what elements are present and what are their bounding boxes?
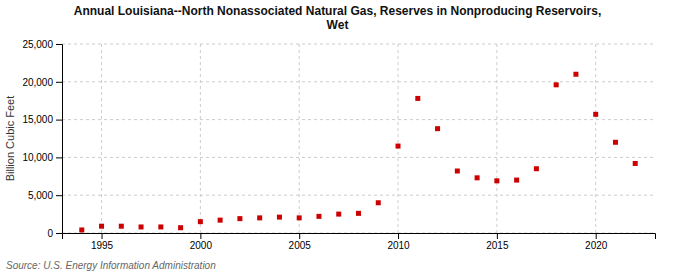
axis-line <box>56 45 63 234</box>
point <box>218 218 223 223</box>
grid-line-x <box>299 44 300 233</box>
x-tick-mark <box>102 233 103 239</box>
x-tick: 1995 <box>91 233 114 251</box>
x-tick-label: 2005 <box>289 240 312 251</box>
grid-line-y <box>62 195 655 196</box>
x-tick: 2015 <box>486 233 509 251</box>
grid <box>62 44 655 233</box>
y-tick: 25,000 <box>22 39 62 50</box>
point <box>534 166 539 171</box>
x-tick-label: 2015 <box>486 240 509 251</box>
y-tick: 0 <box>47 228 62 239</box>
grid-line-y <box>62 81 655 82</box>
x-tick-mark <box>299 233 300 239</box>
grid-line-x <box>595 44 596 233</box>
points <box>79 72 637 233</box>
axis-line <box>63 234 656 240</box>
x-tick: 2010 <box>387 233 410 251</box>
y-tick-label: 5,000 <box>28 190 53 201</box>
x-tick: 2005 <box>289 233 312 251</box>
plot: 1995 2000 2005 2010 2015 2020 0 5,000 10,000 15,0… <box>22 39 655 251</box>
grid-line-x <box>398 44 399 233</box>
grid-line-x <box>200 44 201 233</box>
point <box>237 216 242 221</box>
x-tick-mark <box>497 233 498 239</box>
grid-line-x <box>496 44 497 233</box>
y-axis: 0 5,000 10,000 15,000 20,000 25,000 <box>22 39 62 239</box>
point <box>593 112 598 117</box>
title-line: Annual Louisiana--North Nonassociated Na… <box>74 4 601 18</box>
y-tick-mark <box>56 195 62 196</box>
y-axis-label: Billion Cubic Feet <box>4 96 16 182</box>
y-tick-mark <box>56 44 62 45</box>
point <box>99 224 104 229</box>
point <box>198 219 203 224</box>
y-tick-label: 10,000 <box>22 152 53 163</box>
point <box>356 211 361 216</box>
x-tick-mark <box>596 233 597 239</box>
point <box>257 215 262 220</box>
point <box>316 214 321 219</box>
x-tick-mark <box>200 233 201 239</box>
point <box>79 227 84 232</box>
grid-line-y <box>62 157 655 158</box>
point <box>119 224 124 229</box>
x-tick-label: 2020 <box>585 240 608 251</box>
x-tick-label: 2000 <box>190 240 213 251</box>
y-tick: 5,000 <box>28 190 62 201</box>
point <box>573 72 578 77</box>
y-tick-label: 0 <box>47 228 53 239</box>
y-tick-mark <box>56 233 62 234</box>
point <box>455 169 460 174</box>
point <box>297 215 302 220</box>
point <box>376 200 381 205</box>
x-tick-label: 1995 <box>91 240 114 251</box>
grid-line-y <box>62 44 655 45</box>
y-tick-mark <box>56 157 62 158</box>
y-tick: 15,000 <box>22 114 62 125</box>
x-axis: 1995 2000 2005 2010 2015 2020 <box>63 233 656 251</box>
grid-line-x <box>101 44 102 233</box>
y-tick: 10,000 <box>22 152 62 163</box>
point <box>277 215 282 220</box>
x-tick-label: 2010 <box>387 240 410 251</box>
grid-line-y <box>62 119 655 120</box>
point <box>396 144 401 149</box>
point <box>415 96 420 101</box>
point <box>336 212 341 217</box>
y-tick-mark <box>56 82 62 83</box>
point <box>139 224 144 229</box>
y-tick: 20,000 <box>22 77 62 88</box>
title-line: Wet <box>327 18 349 32</box>
y-tick-label: 25,000 <box>22 39 53 50</box>
point <box>435 126 440 131</box>
source-note: Source: U.S. Energy Information Administ… <box>6 260 216 271</box>
y-tick-label: 15,000 <box>22 114 53 125</box>
y-tick-mark <box>56 120 62 121</box>
point <box>514 178 519 183</box>
point <box>613 140 618 145</box>
point <box>633 161 638 166</box>
point <box>178 225 183 230</box>
title: Annual Louisiana--North Nonassociated Na… <box>74 4 601 32</box>
point <box>494 178 499 183</box>
x-tick-mark <box>398 233 399 239</box>
chart: Annual Louisiana--North Nonassociated Na… <box>0 0 675 275</box>
point <box>475 175 480 180</box>
point <box>554 82 559 87</box>
x-tick: 2020 <box>585 233 608 251</box>
y-tick-label: 20,000 <box>22 77 53 88</box>
x-tick: 2000 <box>190 233 213 251</box>
point <box>158 224 163 229</box>
